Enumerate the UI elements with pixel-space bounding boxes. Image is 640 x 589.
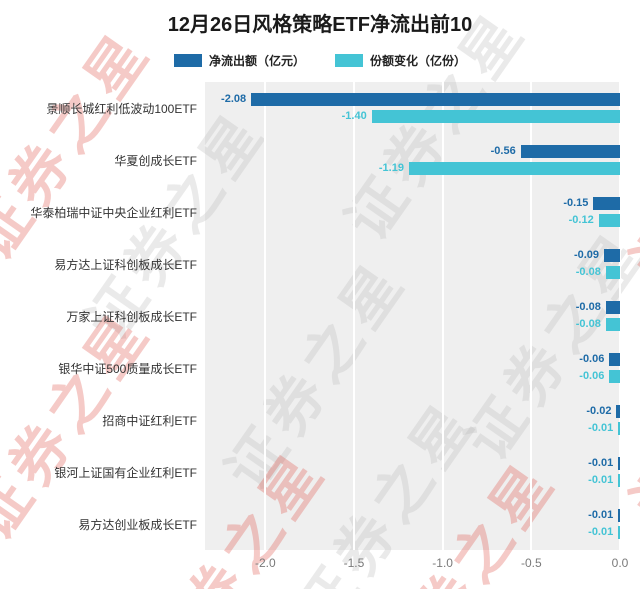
value-label: -0.01 — [588, 526, 614, 538]
value-label: -0.01 — [588, 474, 614, 486]
bar-line: -0.15 — [205, 197, 620, 210]
bar-group: -0.01 -0.01 — [205, 498, 620, 550]
bar-group: -0.02 -0.01 — [205, 394, 620, 446]
value-label: -0.15 — [563, 197, 589, 209]
plot-background — [205, 82, 620, 550]
bar-share-change — [618, 422, 620, 435]
value-label: -0.06 — [579, 353, 605, 365]
bar-net-outflow — [605, 301, 620, 314]
legend-label-share-change: 份额变化（亿份） — [370, 54, 467, 68]
bar-group: -0.08 -0.08 — [205, 290, 620, 342]
x-tick-label: 0.0 — [611, 556, 629, 570]
legend-item-share-change: 份额变化（亿份） — [335, 52, 466, 69]
bar-line: -0.06 — [205, 370, 620, 383]
bar-group: -0.01 -0.01 — [205, 446, 620, 498]
value-label: -0.12 — [568, 214, 594, 226]
bar-group: -0.15 -0.12 — [205, 186, 620, 238]
bar-line: -0.06 — [205, 353, 620, 366]
bar-share-change — [605, 318, 620, 331]
bar-share-change — [605, 266, 620, 279]
legend-swatch-net-outflow — [173, 54, 202, 67]
plot-area: -2.08 -1.40 -0.56 -1.19 -0.15 -0.12 -0.09 -0.08… — [205, 82, 621, 550]
bar-net-outflow — [593, 197, 620, 210]
value-label: -1.19 — [378, 162, 404, 174]
gridline — [352, 82, 355, 550]
value-label: -0.08 — [575, 301, 601, 313]
value-label: -0.02 — [586, 405, 612, 417]
bar-net-outflow — [616, 405, 620, 418]
bar-share-change — [618, 526, 620, 539]
x-tick-label: -1.0 — [432, 556, 453, 570]
legend-item-net-outflow: 净流出额（亿元） — [173, 52, 305, 69]
bar-net-outflow — [618, 457, 620, 470]
value-label: -0.01 — [588, 422, 614, 434]
category-label: 招商中证红利ETF — [102, 413, 197, 428]
bar-line: -1.40 — [205, 110, 620, 123]
bar-line: -1.19 — [205, 162, 620, 175]
legend-label-net-outflow: 净流出额（亿元） — [208, 54, 305, 68]
bar-line: -0.12 — [205, 214, 620, 227]
value-label: -0.08 — [575, 266, 601, 278]
bar-line: -0.56 — [205, 145, 620, 158]
bar-line: -2.08 — [205, 93, 620, 106]
category-label: 易方达创业板成长ETF — [78, 517, 197, 532]
category-label: 银华中证500质量成长ETF — [58, 361, 197, 376]
value-label: -0.08 — [575, 318, 601, 330]
bar-line: -0.09 — [205, 249, 620, 262]
bar-share-change — [408, 162, 620, 175]
bar-line: -0.02 — [205, 405, 620, 418]
gridline — [530, 82, 533, 550]
bar-group: -0.06 -0.06 — [205, 342, 620, 394]
chart-area: 景顺长城红利低波动100ETF 华夏创成长ETF 华泰柏瑞中证中央企业红利ETF 易方… — [0, 82, 640, 550]
x-tick-label: -1.5 — [343, 556, 365, 570]
value-label: -0.01 — [588, 457, 614, 469]
x-tick-label: -0.5 — [520, 556, 542, 570]
gridline — [441, 82, 444, 550]
value-label: -0.56 — [490, 145, 516, 157]
chart-title: 12月26日风格策略ETF净流出前10 — [167, 14, 473, 36]
value-label: -0.06 — [579, 370, 605, 382]
category-label: 银河上证国有企业红利ETF — [54, 465, 197, 480]
category-label: 易方达上证科创板成长ETF — [54, 257, 197, 272]
legend: 净流出额（亿元） 份额变化（亿份） — [0, 52, 640, 69]
bar-net-outflow — [520, 145, 620, 158]
bar-group: -0.09 -0.08 — [205, 238, 620, 290]
bar-share-change — [618, 474, 620, 487]
bar-net-outflow — [609, 353, 620, 366]
value-label: -1.40 — [341, 110, 367, 122]
category-label: 景顺长城红利低波动100ETF — [46, 101, 197, 116]
bar-group: -0.56 -1.19 — [205, 134, 620, 186]
legend-swatch-share-change — [335, 54, 363, 67]
bar-line: -0.08 — [205, 301, 620, 314]
bar-share-change — [609, 370, 620, 383]
bar-group: -2.08 -1.40 — [205, 82, 620, 134]
gridline — [264, 82, 267, 550]
bar-line: -0.01 — [205, 526, 620, 539]
x-axis: -2.0 -1.5 -1.0 -0.5 0.0 — [205, 556, 628, 572]
value-label: -0.01 — [588, 509, 614, 521]
bar-net-outflow — [618, 509, 620, 522]
bar-share-change — [371, 110, 620, 123]
gridline — [619, 82, 621, 550]
value-label: -2.08 — [221, 93, 247, 105]
category-label: 万家上证科创板成长ETF — [66, 309, 197, 324]
bar-line: -0.08 — [205, 318, 620, 331]
bar-line: -0.01 — [205, 474, 620, 487]
bar-line: -0.01 — [205, 509, 620, 522]
value-label: -0.09 — [573, 249, 600, 261]
bar-line: -0.01 — [205, 422, 620, 435]
bar-line: -0.08 — [205, 266, 620, 279]
bar-share-change — [598, 214, 620, 227]
category-labels: 景顺长城红利低波动100ETF 华夏创成长ETF 华泰柏瑞中证中央企业红利ETF 易方… — [0, 82, 205, 550]
bar-line: -0.01 — [205, 457, 620, 470]
category-label: 华泰柏瑞中证中央企业红利ETF — [30, 205, 197, 220]
category-label: 华夏创成长ETF — [114, 153, 197, 168]
bar-net-outflow — [604, 249, 620, 262]
x-tick-label: -2.0 — [254, 556, 276, 570]
bar-net-outflow — [251, 93, 620, 106]
